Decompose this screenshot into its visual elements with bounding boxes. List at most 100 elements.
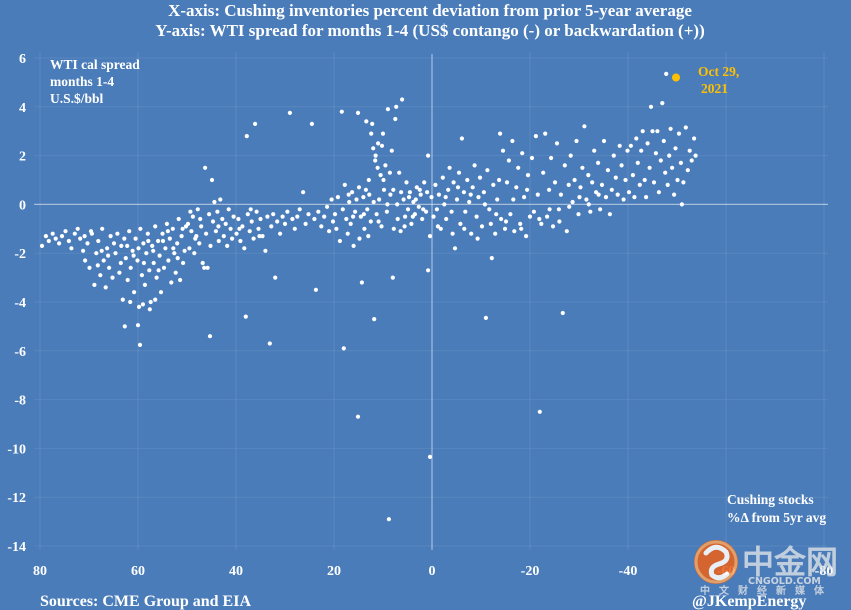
scatter-point (267, 341, 272, 346)
scatter-point (203, 165, 208, 170)
scatter-point (547, 187, 552, 192)
scatter-point (213, 229, 218, 234)
scatter-point (543, 131, 548, 136)
scatter-point (137, 342, 143, 347)
x-tick-label: 40 (229, 564, 243, 579)
scatter-point (369, 131, 374, 136)
scatter-point (623, 177, 628, 183)
scatter-point (53, 236, 58, 241)
scatter-point (275, 219, 280, 224)
scatter-point (204, 231, 209, 236)
scatter-point (379, 143, 385, 148)
scatter-point (139, 273, 144, 278)
scatter-point (609, 187, 614, 192)
scatter-point (128, 299, 133, 305)
scatter-point (351, 243, 356, 248)
scatter-point (118, 260, 123, 266)
source-note: Sources: CME Group and EIA (40, 593, 251, 610)
scatter-point (341, 346, 346, 351)
scatter-point (122, 236, 127, 241)
scatter-point (422, 180, 427, 185)
scatter-point (256, 226, 261, 231)
scatter-point (175, 256, 180, 261)
scatter-point (150, 243, 155, 248)
scatter-point (535, 192, 540, 197)
scatter-point (165, 229, 170, 234)
y-tick-label: 0 (19, 198, 26, 213)
scatter-point (243, 314, 248, 319)
scatter-point (309, 121, 314, 126)
scatter-point (524, 234, 529, 239)
scatter-point (138, 226, 143, 231)
scatter-point (135, 323, 141, 328)
scatter-point (454, 197, 460, 202)
scatter-point (100, 226, 105, 231)
scatter-point (398, 229, 403, 234)
chart-subtitle: Y-axis: WTI spread for months 1-4 (US$ c… (155, 21, 704, 40)
scatter-point (350, 190, 355, 195)
scatter-point (251, 236, 256, 241)
watermark-brand-cn: 中金网 (742, 543, 838, 581)
scatter-point (140, 302, 145, 307)
scatter-point (357, 236, 362, 241)
scatter-point (156, 238, 161, 244)
scatter-point (424, 209, 429, 214)
scatter-point (586, 202, 591, 207)
scatter-point (205, 265, 210, 270)
scatter-point (322, 214, 327, 219)
scatter-point (417, 187, 422, 192)
x-tick-label: 80 (33, 564, 47, 579)
scatter-point (527, 214, 533, 219)
scatter-point (366, 177, 371, 183)
scatter-point (122, 324, 127, 329)
scatter-point (353, 209, 358, 214)
scatter-point (431, 214, 436, 219)
scatter-point (645, 141, 650, 146)
scatter-point (566, 182, 571, 187)
scatter-point (207, 334, 213, 339)
scatter-point (99, 248, 104, 253)
scatter-point (131, 253, 136, 258)
x-tick-label: -20 (521, 564, 540, 579)
scatter-point (271, 212, 276, 217)
scatter-point (651, 180, 657, 185)
scatter-point (362, 226, 367, 231)
scatter-point (481, 190, 486, 195)
scatter-point (123, 256, 128, 261)
scatter-point (332, 212, 338, 217)
scatter-point (384, 209, 389, 214)
scatter-point (278, 231, 283, 236)
scatter-point (110, 275, 115, 280)
scatter-point (347, 199, 352, 205)
scatter-point (560, 310, 565, 316)
scatter-point (111, 241, 117, 246)
scatter-point (225, 243, 230, 248)
scatter-point (552, 180, 558, 185)
scatter-point (467, 199, 472, 205)
scatter-point (295, 214, 300, 219)
scatter-point (537, 409, 542, 414)
scatter-point (596, 160, 601, 165)
highlight-label-line: 2021 (701, 81, 728, 96)
scatter-point (356, 185, 362, 190)
scatter-point (287, 110, 292, 115)
scatter-point (418, 192, 423, 197)
x-tick-label: -80 (815, 564, 834, 579)
scatter-point (303, 221, 308, 226)
scatter-point (254, 209, 259, 214)
x-tick-label: 20 (327, 564, 341, 579)
scatter-point (130, 248, 135, 253)
scatter-point (316, 209, 321, 214)
y-tick-label: -4 (14, 296, 26, 311)
scatter-point (403, 214, 408, 219)
scatter-point (105, 246, 110, 251)
scatter-point (661, 138, 666, 144)
scatter-point (212, 199, 217, 205)
scatter-point (449, 209, 454, 214)
scatter-point (477, 175, 483, 180)
scatter-point (435, 224, 440, 229)
scatter-point (672, 192, 677, 197)
scatter-point (199, 224, 204, 229)
y-tick-label: -12 (7, 491, 26, 506)
scatter-point (367, 192, 372, 197)
